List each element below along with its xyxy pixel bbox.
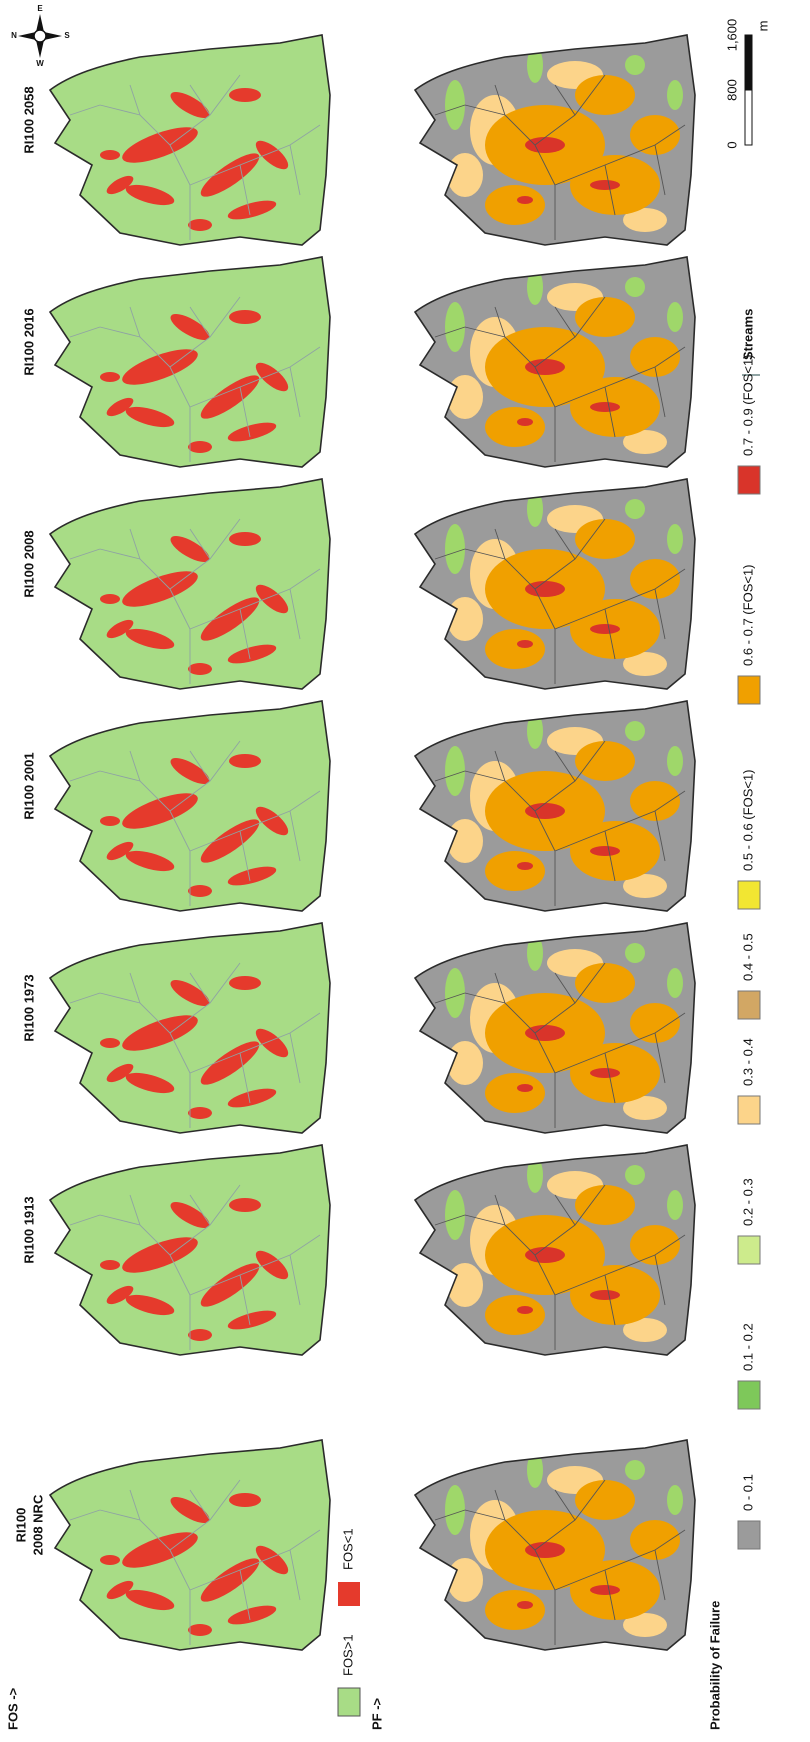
pf-map [415, 35, 695, 245]
legend-title: Probability of Failure [707, 1601, 722, 1730]
fos-map [50, 701, 330, 911]
streams-label: Streams [740, 309, 755, 360]
scale-label: 0 [724, 141, 739, 148]
legend-label: 0.3 - 0.4 [740, 1038, 755, 1086]
panel-title: RI100 1973 [21, 974, 36, 1041]
legend-label: FOS>1 [340, 1634, 355, 1676]
legend-swatch [738, 676, 760, 704]
scale-bar [745, 90, 752, 145]
legend-swatch [738, 991, 760, 1019]
legend-label: 0.2 - 0.3 [740, 1178, 755, 1226]
fos-map [50, 923, 330, 1133]
legend-label: 0.7 - 0.9 (FOS<1) [740, 354, 755, 456]
legend-swatch [738, 1096, 760, 1124]
legend-swatch [738, 881, 760, 909]
fos-map [50, 1440, 330, 1650]
fos-map [50, 35, 330, 245]
pf-map [415, 1145, 695, 1355]
panel-title: RI100 2008 [21, 530, 36, 597]
panel-title: RI100 1913 [21, 1196, 36, 1263]
scale-unit: m [755, 21, 770, 32]
compass-label: N [11, 31, 17, 40]
scale-label: 1,600 [724, 19, 739, 52]
legend-label: FOS<1 [340, 1528, 355, 1570]
panel-title: RI100 [13, 1508, 28, 1543]
fos-label: FOS -> [5, 1687, 20, 1730]
pf-map [415, 923, 695, 1133]
pf-map [415, 479, 695, 689]
pf-label: PF -> [369, 1697, 384, 1730]
fos-map [50, 479, 330, 689]
legend-swatch [738, 1381, 760, 1409]
pf-map [415, 257, 695, 467]
legend-swatch [338, 1582, 360, 1606]
legend-swatch [738, 1521, 760, 1549]
legend-label: 0.1 - 0.2 [740, 1323, 755, 1371]
legend-label: 0.6 - 0.7 (FOS<1) [740, 564, 755, 666]
panel-title: RI100 2001 [21, 752, 36, 819]
fos-map [50, 1145, 330, 1355]
legend-swatch [738, 1236, 760, 1264]
legend-label: 0.5 - 0.6 (FOS<1) [740, 769, 755, 871]
compass-label: E [37, 4, 43, 13]
panel-title: 2008 NRC [30, 1494, 45, 1555]
figure: RI100 2058 RI100 2016 RI100 2008 RI100 2001… [0, 0, 810, 1742]
pf-map [415, 701, 695, 911]
pf-map [415, 1440, 695, 1650]
legend-swatch [338, 1688, 360, 1716]
legend-label: 0.4 - 0.5 [740, 933, 755, 981]
panel-title: RI100 2058 [21, 86, 36, 153]
panel-title: RI100 2016 [21, 308, 36, 375]
legend-label: 0 - 0.1 [740, 1474, 755, 1511]
legend-swatch [738, 466, 760, 494]
scale-label: 800 [724, 79, 739, 101]
scale-bar [745, 35, 752, 90]
compass [18, 14, 62, 58]
compass-label: S [64, 31, 70, 40]
fos-map [50, 257, 330, 467]
compass-label: W [36, 59, 44, 68]
